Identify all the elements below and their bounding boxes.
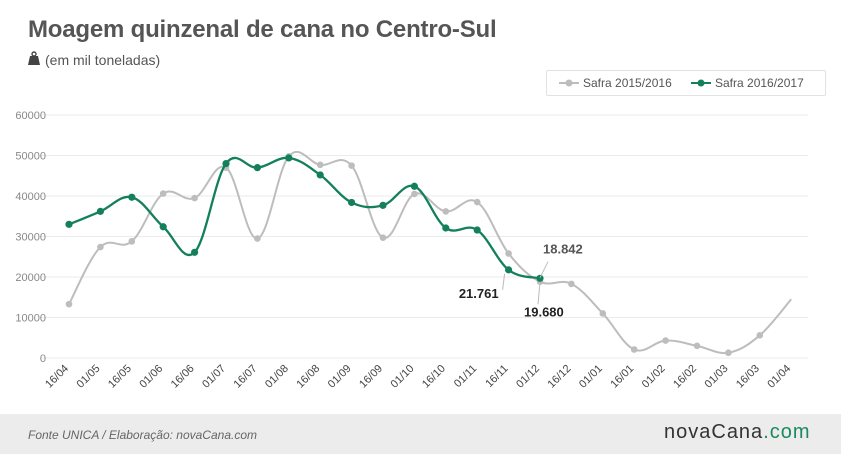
series-1-point[interactable] [693, 342, 701, 350]
legend-swatch-2016-2017 [691, 79, 711, 87]
series-2-point[interactable] [379, 201, 387, 209]
annotation-label: 19.680 [524, 304, 564, 319]
x-tick-label: 01/07 [200, 363, 228, 391]
y-tick-label: 50000 [15, 151, 46, 163]
series-2-point[interactable] [222, 160, 230, 168]
series-2-point[interactable] [473, 226, 481, 234]
series-1-point[interactable] [316, 161, 324, 169]
x-tick-label: 16/07 [232, 363, 260, 391]
series-1-point[interactable] [254, 235, 261, 242]
series-2-point[interactable] [505, 266, 513, 274]
x-tick-label: 16/02 [671, 363, 699, 391]
legend-item-2016-2017[interactable]: Safra 2016/2017 [691, 71, 804, 95]
x-tick-label: 16/10 [420, 363, 448, 391]
chart-legend: Safra 2015/2016 Safra 2016/2017 [546, 70, 826, 96]
annotation-label: 18.842 [543, 242, 583, 257]
legend-label: Safra 2015/2016 [583, 76, 672, 90]
legend-label: Safra 2016/2017 [715, 76, 804, 90]
legend-swatch-2015-2016 [559, 79, 579, 87]
x-tick-label: 01/02 [640, 363, 668, 391]
logo-domain: .com [763, 421, 811, 443]
series-2-point[interactable] [348, 198, 356, 207]
series-1-point[interactable] [97, 243, 104, 251]
subtitle-text: (em mil toneladas) [45, 51, 161, 68]
x-tick-label: 16/08 [294, 363, 322, 391]
x-tick-label: 16/06 [169, 363, 197, 391]
series-1-point[interactable] [756, 332, 764, 339]
series-1-point[interactable] [662, 337, 669, 344]
chart-title: Moagem quinzenal de cana no Centro-Sul [28, 16, 497, 43]
y-tick-label: 10000 [15, 313, 46, 325]
series-1-point[interactable] [630, 346, 638, 353]
x-tick-label: 01/05 [75, 363, 103, 391]
y-tick-label: 0 [40, 353, 46, 365]
annotation-leader [537, 282, 541, 305]
x-tick-label: 01/08 [263, 363, 291, 391]
series-1-point[interactable] [568, 280, 575, 288]
x-tick-label: 16/11 [483, 363, 510, 390]
series-1-point[interactable] [128, 238, 136, 245]
series-1-point[interactable] [348, 162, 355, 169]
series-2-point[interactable] [442, 224, 450, 232]
x-tick-label: 16/03 [734, 363, 762, 391]
series-1-point[interactable] [379, 234, 387, 242]
novacana-logo[interactable]: novaCana.com [664, 421, 811, 444]
series-2-point[interactable] [191, 248, 199, 256]
y-tick-label: 20000 [15, 272, 46, 284]
series-1-point[interactable] [159, 190, 167, 197]
legend-item-2015-2016[interactable]: Safra 2015/2016 [559, 71, 672, 95]
series-line-2 [68, 156, 541, 280]
y-tick-label: 60000 [15, 110, 46, 122]
y-tick-label: 30000 [15, 232, 46, 244]
logo-main: novaCana [664, 421, 764, 443]
series-2-point[interactable] [159, 223, 167, 231]
series-1-point[interactable] [411, 190, 418, 198]
chart-card: Moagem quinzenal de cana no Centro-Sul (… [0, 0, 841, 414]
series-1-point[interactable] [442, 208, 450, 215]
series-1-point[interactable] [505, 250, 512, 257]
chart-subtitle: (em mil toneladas) [28, 51, 160, 68]
series-2-point[interactable] [128, 193, 136, 201]
x-tick-label: 01/10 [389, 363, 417, 391]
series-2-point[interactable] [65, 220, 73, 228]
series-2-point[interactable] [285, 154, 293, 162]
x-tick-label: 16/12 [546, 363, 574, 391]
source-note: Fonte UNICA / Elaboração: novaCana.com [28, 428, 258, 442]
weight-icon [28, 51, 40, 68]
x-tick-label: 01/03 [703, 363, 731, 391]
x-tick-label: 16/09 [357, 363, 385, 391]
x-tick-label: 01/04 [765, 363, 793, 391]
series-1-point[interactable] [599, 310, 607, 317]
x-tick-label: 01/06 [137, 363, 165, 391]
x-tick-label: 01/11 [452, 363, 479, 390]
annotation-leader [539, 261, 549, 278]
x-tick-label: 01/01 [577, 363, 605, 391]
series-line-1 [68, 150, 792, 355]
y-tick-label: 40000 [15, 191, 46, 203]
x-tick-label: 16/01 [608, 363, 636, 391]
series-2-point[interactable] [253, 164, 261, 172]
x-tick-label: 16/05 [106, 363, 134, 391]
series-1-point[interactable] [725, 349, 732, 357]
series-2-point[interactable] [536, 274, 544, 282]
series-1-point[interactable] [65, 300, 73, 308]
annotation-label: 21.761 [459, 286, 499, 301]
series-2-point[interactable] [96, 207, 104, 215]
series-2-point[interactable] [410, 182, 418, 190]
x-tick-label: 01/12 [514, 363, 542, 391]
footer: Fonte UNICA / Elaboração: novaCana.com n… [0, 414, 841, 454]
series-1-point[interactable] [473, 198, 481, 206]
series-1-point[interactable] [191, 194, 198, 202]
x-tick-label: 16/04 [43, 363, 71, 391]
series-2-point[interactable] [316, 171, 324, 179]
x-tick-label: 01/09 [326, 363, 354, 391]
annotation-leader [502, 273, 506, 290]
